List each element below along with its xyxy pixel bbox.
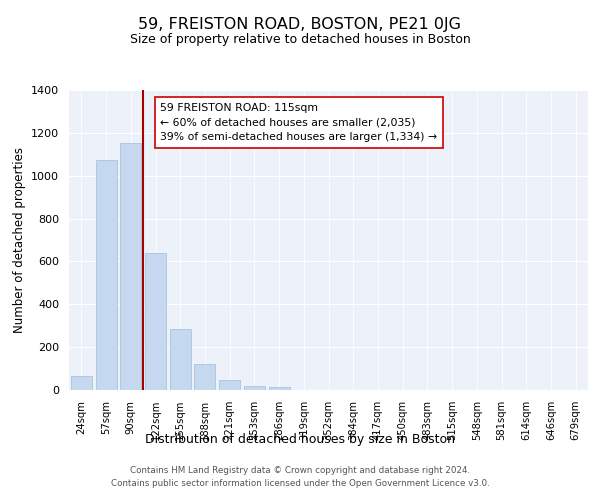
Bar xyxy=(244,386,265,390)
Text: Distribution of detached houses by size in Boston: Distribution of detached houses by size … xyxy=(145,432,455,446)
Text: 59, FREISTON ROAD, BOSTON, PE21 0JG: 59, FREISTON ROAD, BOSTON, PE21 0JG xyxy=(139,18,461,32)
Bar xyxy=(145,253,166,390)
Y-axis label: Number of detached properties: Number of detached properties xyxy=(13,147,26,333)
Bar xyxy=(95,160,116,390)
Text: Contains HM Land Registry data © Crown copyright and database right 2024.
Contai: Contains HM Land Registry data © Crown c… xyxy=(110,466,490,487)
Bar xyxy=(269,387,290,390)
Bar xyxy=(219,380,240,390)
Bar xyxy=(170,329,191,390)
Text: Size of property relative to detached houses in Boston: Size of property relative to detached ho… xyxy=(130,32,470,46)
Text: 59 FREISTON ROAD: 115sqm
← 60% of detached houses are smaller (2,035)
39% of sem: 59 FREISTON ROAD: 115sqm ← 60% of detach… xyxy=(160,103,437,142)
Bar xyxy=(120,142,141,390)
Bar xyxy=(194,364,215,390)
Bar xyxy=(71,376,92,390)
